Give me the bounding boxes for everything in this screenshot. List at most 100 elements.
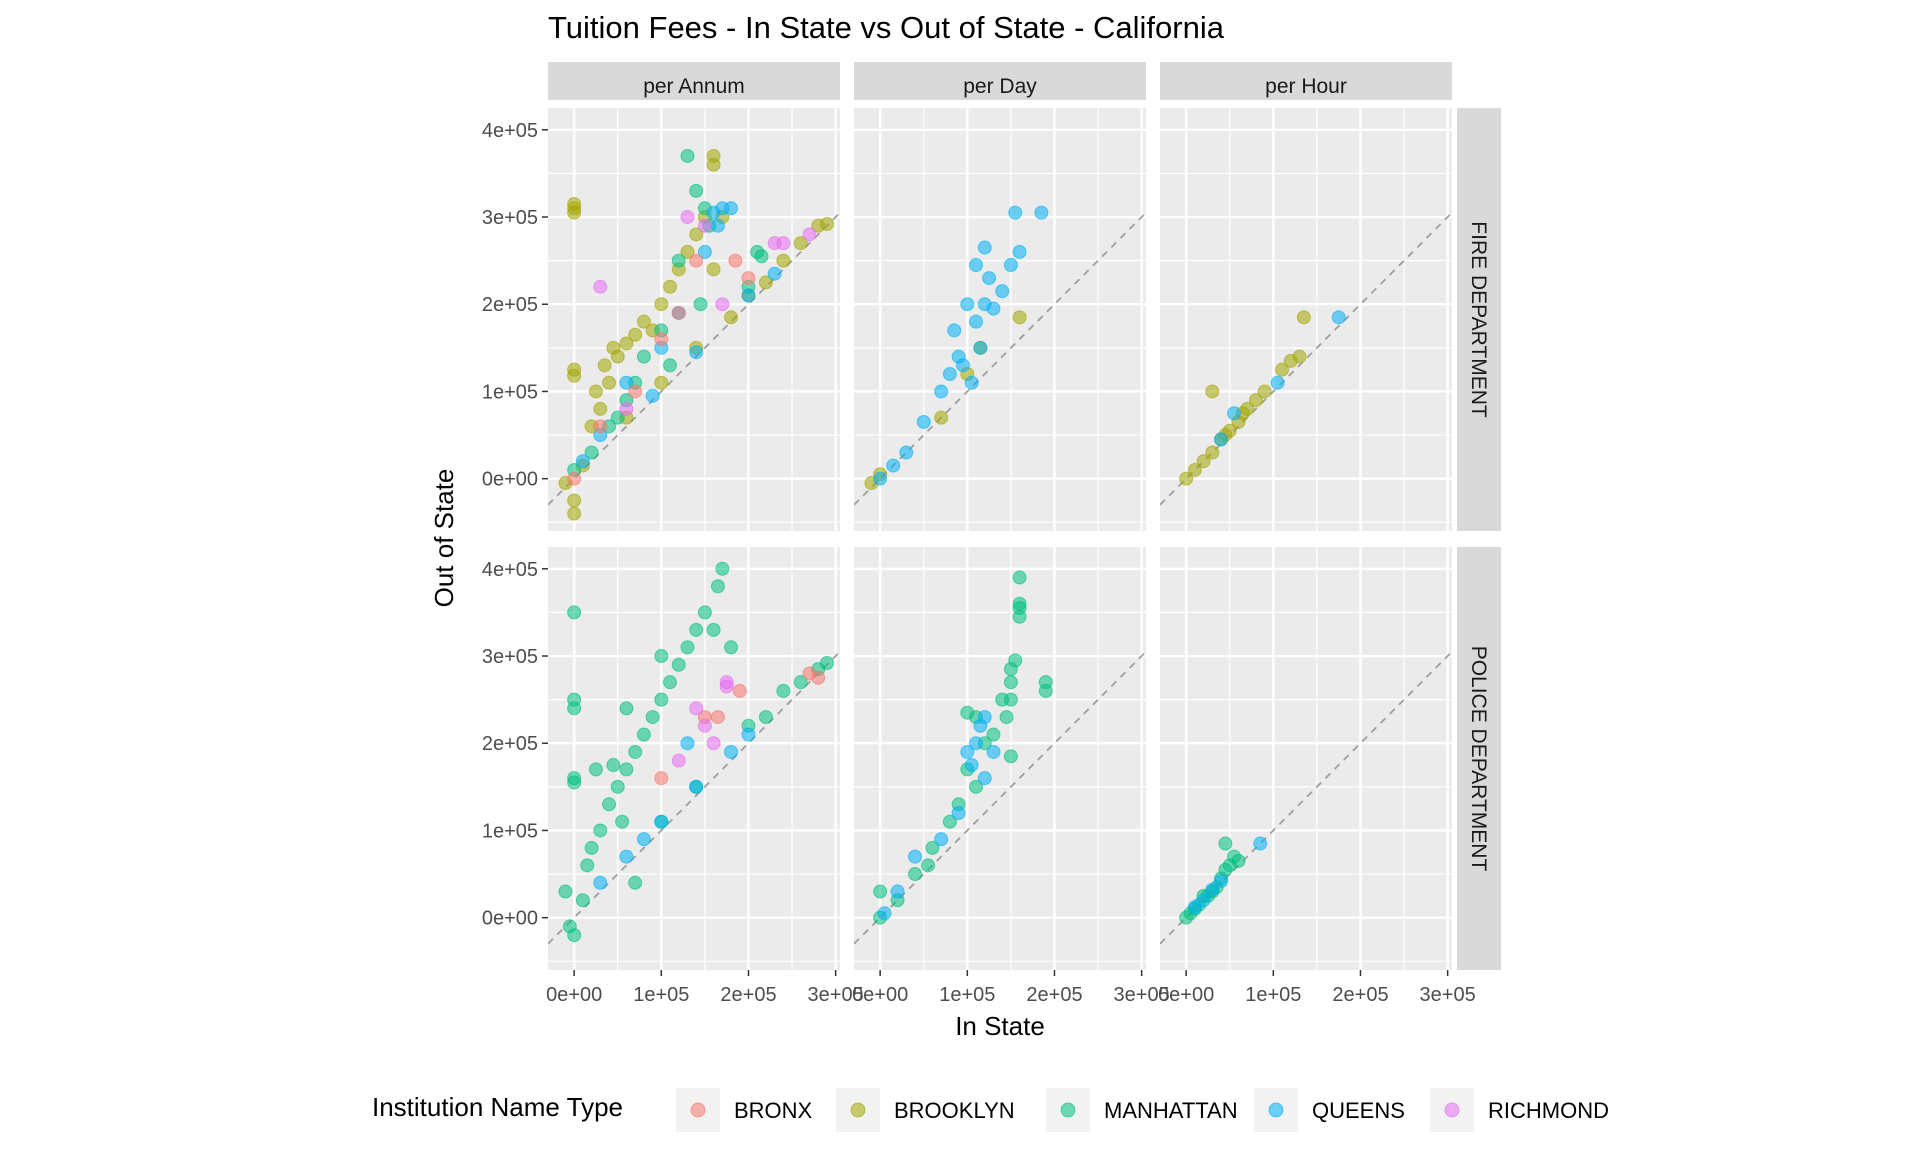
data-point <box>654 814 669 829</box>
x-tick-label: 3e+05 <box>1114 984 1170 1006</box>
y-tick-label: 3e+05 <box>482 207 538 229</box>
data-point <box>593 401 608 416</box>
x-tick-label: 3e+05 <box>808 984 864 1006</box>
data-point <box>947 323 962 338</box>
data-point <box>793 675 808 690</box>
data-point <box>1187 462 1202 477</box>
data-point <box>890 884 905 899</box>
data-point <box>715 297 730 312</box>
facet-strip-column-label: per Day <box>963 75 1037 98</box>
data-point <box>934 384 949 399</box>
data-point <box>925 840 940 855</box>
data-point <box>710 710 725 725</box>
data-point <box>741 727 756 742</box>
data-point <box>619 375 634 390</box>
data-point <box>1003 749 1018 764</box>
data-point <box>697 718 712 733</box>
y-tick-label: 2e+05 <box>482 733 538 755</box>
x-tick-label: 0e+00 <box>1158 984 1214 1006</box>
data-point <box>908 867 923 882</box>
data-point <box>1248 393 1263 408</box>
data-point <box>697 244 712 259</box>
facet-strip-row <box>1457 108 1501 531</box>
data-point <box>758 710 773 725</box>
data-point <box>995 284 1010 299</box>
legend: Institution Name Type BRONX BROOKLYN MANHA… <box>372 1088 1609 1132</box>
panel-background <box>548 547 840 970</box>
data-point <box>964 758 979 773</box>
data-point <box>697 218 712 233</box>
data-point <box>636 349 651 364</box>
data-point <box>636 727 651 742</box>
data-point <box>1231 853 1246 868</box>
data-point <box>942 814 957 829</box>
data-point <box>986 301 1001 316</box>
legend-title: Institution Name Type <box>372 1092 623 1122</box>
data-point <box>671 305 686 320</box>
data-point <box>628 744 643 759</box>
panel-background <box>854 108 1146 531</box>
data-point <box>811 670 826 685</box>
data-point <box>982 271 997 286</box>
data-point <box>1008 205 1023 220</box>
data-point <box>728 253 743 268</box>
data-point <box>588 384 603 399</box>
y-tick-label: 3e+05 <box>482 646 538 668</box>
data-point <box>776 253 791 268</box>
data-point <box>619 762 634 777</box>
data-point <box>619 849 634 864</box>
data-point <box>654 692 669 707</box>
data-point <box>955 358 970 373</box>
data-point <box>1003 662 1018 677</box>
facet-strip-column-label: per Annum <box>643 75 745 98</box>
x-tick-label: 1e+05 <box>939 984 995 1006</box>
data-point <box>802 227 817 242</box>
legend-label: QUEENS <box>1312 1098 1405 1123</box>
data-point <box>567 368 582 383</box>
data-point <box>606 340 621 355</box>
data-point <box>575 893 590 908</box>
data-point <box>1218 836 1233 851</box>
data-point <box>693 297 708 312</box>
facet-strip-row-label: POLICE DEPARTMENT <box>1467 646 1490 872</box>
data-point <box>916 414 931 429</box>
data-point <box>680 244 695 259</box>
data-point <box>776 683 791 698</box>
panel-background <box>548 108 840 531</box>
data-point <box>776 236 791 251</box>
facet-strip-column <box>548 62 840 100</box>
panel-points <box>1160 212 1452 506</box>
data-point <box>689 345 704 360</box>
data-point <box>671 657 686 672</box>
data-point <box>819 216 834 231</box>
data-point <box>645 710 660 725</box>
data-point <box>567 471 582 486</box>
data-point <box>1012 609 1027 624</box>
data-point <box>689 622 704 637</box>
y-tick-label: 2e+05 <box>482 294 538 316</box>
data-point <box>671 253 686 268</box>
data-point <box>1205 384 1220 399</box>
data-point <box>1214 432 1229 447</box>
legend-label: BRONX <box>734 1098 813 1123</box>
data-point <box>654 297 669 312</box>
data-point <box>1331 310 1346 325</box>
data-point <box>697 605 712 620</box>
x-tick-label: 2e+05 <box>720 984 776 1006</box>
data-point <box>969 257 984 272</box>
y-tick-label: 4e+05 <box>482 120 538 142</box>
data-point <box>567 605 582 620</box>
data-point <box>886 458 901 473</box>
data-point <box>873 884 888 899</box>
data-point <box>921 858 936 873</box>
data-point <box>671 753 686 768</box>
data-point <box>793 236 808 251</box>
legend-key-brooklyn <box>850 1102 866 1118</box>
facet-panel <box>548 547 840 970</box>
data-point <box>706 148 721 163</box>
y-tick-label: 4e+05 <box>482 559 538 581</box>
x-tick-label: 1e+05 <box>633 984 689 1006</box>
data-point <box>636 314 651 329</box>
data-point <box>628 875 643 890</box>
